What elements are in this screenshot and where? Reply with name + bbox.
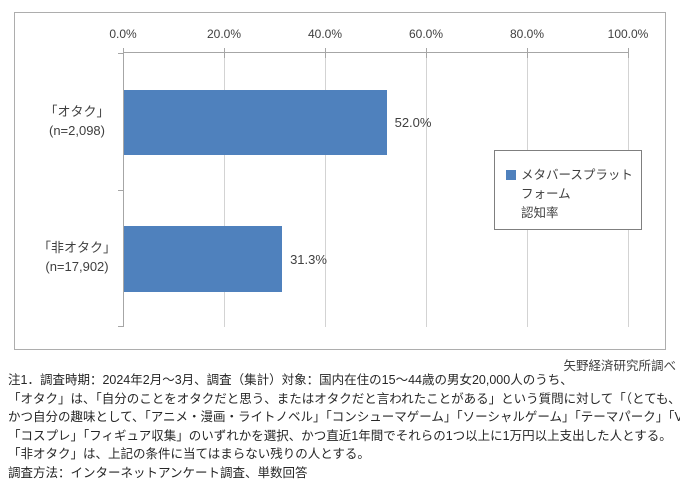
- axis-tick-label: 0.0%: [109, 27, 137, 41]
- axis-tick-label: 20.0%: [206, 27, 242, 41]
- legend-label: メタバースプラットフォーム 認知率: [521, 166, 635, 223]
- category-label-line: 「非オタク」: [37, 240, 116, 255]
- category-axis-line: [123, 53, 124, 327]
- category-label-otaku: 「オタク」 (n=2,098): [31, 102, 123, 140]
- footnote-line: 注1．調査時期：2024年2月～3月、調査（集計）対象：国内在住の15～44歳の…: [8, 373, 573, 387]
- value-label-otaku: 52.0%: [394, 115, 432, 130]
- legend-label-line1: メタバースプラットフォーム: [521, 168, 633, 201]
- axis-tick: [527, 48, 528, 58]
- category-label-line: (n=2,098): [48, 123, 105, 138]
- axis-tick: [123, 48, 124, 58]
- axis-tick-label: 80.0%: [509, 27, 545, 41]
- axis-tick-label: 60.0%: [408, 27, 444, 41]
- value-label-non-otaku: 31.3%: [290, 252, 327, 267]
- legend-label-line2: 認知率: [521, 206, 559, 220]
- category-label-non-otaku: 「非オタク」 (n=17,902): [31, 238, 123, 276]
- axis-tick: [325, 48, 326, 58]
- axis-tick-label: 40.0%: [307, 27, 343, 41]
- category-tick: [118, 190, 123, 191]
- axis-tick: [224, 48, 225, 58]
- category-tick: [118, 326, 123, 327]
- bar-otaku: [124, 90, 387, 155]
- legend: メタバースプラットフォーム 認知率: [494, 150, 642, 230]
- bar-non-otaku: [124, 226, 283, 292]
- legend-marker-swatch: [506, 170, 516, 180]
- category-label-line: (n=17,902): [45, 259, 109, 274]
- plot-area: 52.0% 31.3%: [118, 48, 629, 327]
- source-credit: 矢野経済研究所調べ: [563, 359, 676, 373]
- footnotes: 注1．調査時期：2024年2月～3月、調査（集計）対象：国内在住の15～44歳の…: [8, 371, 680, 483]
- footnote-line: 「オタク」は、「自分のことをオタクだと思う、またはオタクだと言われたことがある」…: [8, 391, 680, 406]
- axis-tick: [628, 48, 629, 58]
- footnote-line: 「非オタク」は、上記の条件に当てはまらない残りの人とする。: [8, 447, 370, 462]
- footnote-line: かつ自分の趣味として、「アニメ・漫画・ライトノベル」「コンシューマゲーム」「ソー…: [8, 410, 680, 425]
- category-tick: [118, 53, 123, 54]
- footnote-line: 「コスプレ」「フィギュア収集」のいずれかを選択、かつ直近1年間でそれらの1つ以上…: [8, 428, 672, 443]
- gridline: [325, 53, 326, 327]
- footnote-line: 調査方法：インターネットアンケート調査、単数回答: [8, 465, 308, 480]
- gridline: [224, 53, 225, 327]
- gridline: [426, 53, 427, 327]
- axis-tick-label: 100.0%: [607, 27, 649, 41]
- category-label-line: 「オタク」: [44, 104, 110, 119]
- axis-tick: [426, 48, 427, 58]
- bar-chart: 0.0% 20.0% 40.0% 60.0% 80.0% 100.0% 52.0…: [14, 12, 666, 350]
